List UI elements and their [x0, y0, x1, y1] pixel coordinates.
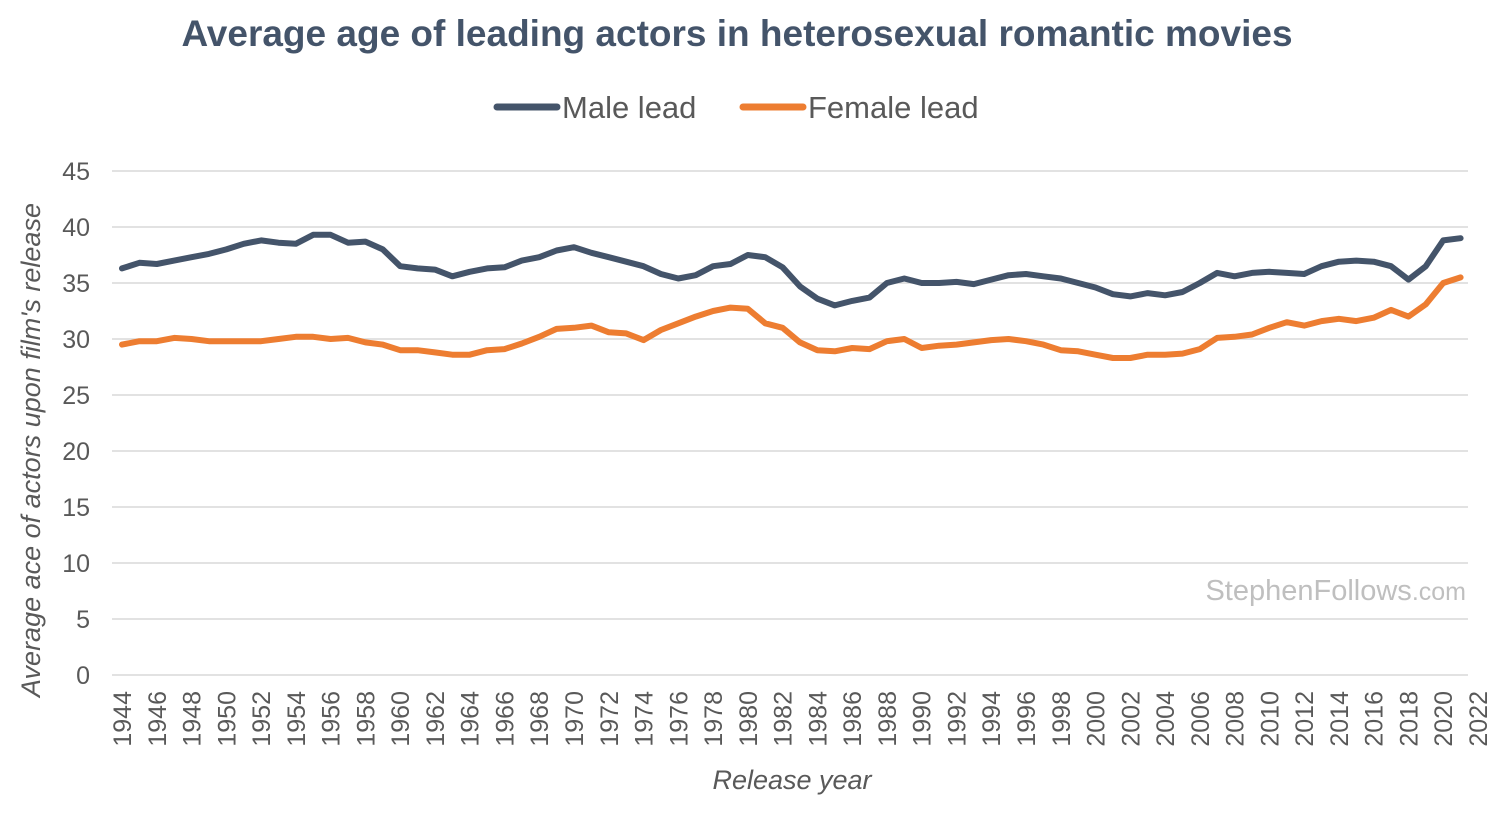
- x-tick-label: 1952: [248, 691, 276, 747]
- x-tick-label: 2010: [1256, 691, 1284, 747]
- x-tick-label: 1986: [839, 691, 867, 747]
- watermark-suffix: .com: [1412, 578, 1466, 606]
- x-tick-label: 2018: [1395, 691, 1423, 747]
- x-tick-label: 1972: [596, 691, 624, 747]
- x-tick-label: 1944: [109, 691, 137, 747]
- y-tick-label: 20: [62, 438, 90, 466]
- x-tick-label: 2008: [1222, 691, 1250, 747]
- x-tick-label: 2022: [1465, 691, 1493, 747]
- x-tick-label: 1950: [213, 691, 241, 747]
- x-tick-label: 2012: [1291, 691, 1319, 747]
- x-tick-label: 1946: [144, 691, 172, 747]
- x-tick-label: 2006: [1187, 691, 1215, 747]
- x-tick-label: 1976: [665, 691, 693, 747]
- x-tick-label: 2014: [1326, 691, 1354, 747]
- x-tick-label: 1998: [1048, 691, 1076, 747]
- y-tick-label: 30: [62, 326, 90, 354]
- series-line-female: [119, 274, 1464, 361]
- y-tick-label: 40: [62, 214, 90, 242]
- x-tick-label: 1964: [457, 691, 485, 747]
- y-tick-label: 45: [62, 158, 90, 186]
- y-tick-label: 15: [62, 494, 90, 522]
- legend-label-male: Male lead: [562, 90, 696, 125]
- x-tick-label: 1968: [526, 691, 554, 747]
- y-tick-label: 10: [62, 550, 90, 578]
- x-tick-label: 1956: [318, 691, 346, 747]
- x-tick-label: 1970: [561, 691, 589, 747]
- x-tick-label: 2000: [1083, 691, 1111, 747]
- x-tick-label: 1960: [387, 691, 415, 747]
- y-tick-label: 5: [76, 606, 90, 634]
- x-tick-label: 1980: [735, 691, 763, 747]
- y-axis-ticks: 0 5 10 15 20 25 30 35 40 45: [62, 158, 90, 690]
- x-tick-label: 1990: [909, 691, 937, 747]
- y-tick-label: 35: [62, 270, 90, 298]
- x-tick-label: 1978: [700, 691, 728, 747]
- x-tick-label: 2002: [1117, 691, 1145, 747]
- x-tick-label: 1994: [978, 691, 1006, 747]
- chart-title: Average age of leading actors in heteros…: [181, 13, 1292, 54]
- x-tick-label: 2016: [1361, 691, 1389, 747]
- watermark: StephenFollows.com: [1205, 575, 1466, 607]
- x-tick-label: 1974: [631, 691, 659, 747]
- x-tick-label: 2020: [1430, 691, 1458, 747]
- x-axis-title: Release year: [712, 765, 872, 795]
- x-axis-ticks: 1944 1946 1948 1950 1952 1954 1956 1958 1960 1962…: [109, 691, 1493, 747]
- x-tick-label: 1948: [179, 691, 207, 747]
- series-lines: [119, 231, 1464, 361]
- x-tick-label: 1992: [943, 691, 971, 747]
- y-tick-label: 25: [62, 382, 90, 410]
- series-line-male: [119, 231, 1464, 309]
- x-tick-label: 1988: [874, 691, 902, 747]
- x-tick-label: 1954: [283, 691, 311, 747]
- x-tick-label: 1984: [804, 691, 832, 747]
- x-tick-label: 1958: [352, 691, 380, 747]
- x-tick-label: 1982: [770, 691, 798, 747]
- x-tick-label: 1962: [422, 691, 450, 747]
- x-tick-label: 2004: [1152, 691, 1180, 747]
- legend: Male lead Female lead: [493, 90, 979, 125]
- x-tick-label: 1996: [1013, 691, 1041, 747]
- x-tick-label: 1966: [491, 691, 519, 747]
- watermark-name: StephenFollows: [1205, 575, 1411, 607]
- y-axis-title: Average ace of actors upon film's releas…: [16, 203, 46, 699]
- gridlines: [112, 170, 1468, 676]
- legend-label-female: Female lead: [808, 90, 979, 125]
- y-tick-label: 0: [76, 662, 90, 690]
